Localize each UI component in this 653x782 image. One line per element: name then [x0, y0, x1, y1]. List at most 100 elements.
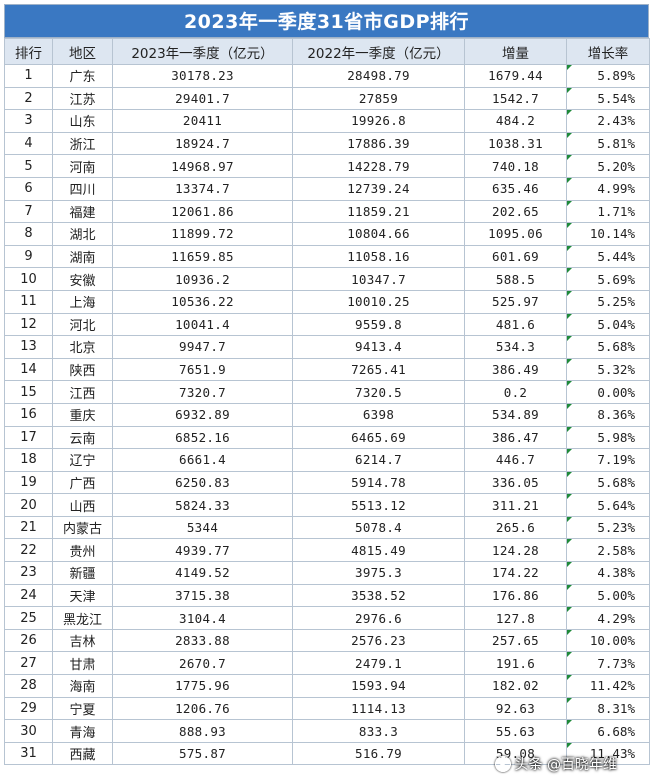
cell-rank: 8 — [4, 222, 53, 246]
cell-rank: 9 — [4, 244, 53, 269]
table-row: 17 云南 6852.16 6465.69 386.47 5.98% — [4, 425, 650, 450]
cell-rank: 19 — [4, 470, 53, 495]
table-row: 4 浙江 18924.7 17886.39 1038.31 5.81% — [4, 131, 650, 156]
cell-increase: 311.21 — [464, 493, 567, 517]
cell-region: 福建 — [52, 199, 113, 224]
cell-gdp-2022: 6398 — [292, 402, 465, 427]
cell-region: 湖北 — [52, 222, 113, 246]
cell-increase: 336.05 — [464, 470, 567, 495]
cell-increase: 0.2 — [464, 380, 567, 404]
cell-increase: 534.89 — [464, 402, 567, 427]
cell-gdp-2022: 19926.8 — [292, 109, 465, 133]
cell-growth: 2.58% — [566, 538, 650, 563]
table-row: 25 黑龙江 3104.4 2976.6 127.8 4.29% — [4, 606, 650, 630]
cell-region: 上海 — [52, 289, 113, 314]
cell-gdp-2022: 17886.39 — [292, 131, 465, 156]
table-body: 1 广东 30178.23 28498.79 1679.44 5.89% 2 江苏 29401.… — [4, 64, 650, 766]
cell-gdp-2023: 11899.72 — [112, 222, 293, 246]
watermark: 头条 @百晓年维 — [494, 754, 617, 774]
cell-increase: 525.97 — [464, 289, 567, 314]
cell-growth: 5.44% — [566, 244, 650, 269]
cell-region: 天津 — [52, 583, 113, 608]
cell-rank: 18 — [4, 448, 53, 472]
gdp-ranking-table: 排行 地区 2023年一季度（亿元） 2022年一季度（亿元） 增量 增长率 1… — [4, 38, 650, 766]
table-row: 23 新疆 4149.52 3975.3 174.22 4.38% — [4, 561, 650, 585]
cell-region: 贵州 — [52, 538, 113, 563]
cell-gdp-2023: 3715.38 — [112, 583, 293, 608]
cell-gdp-2023: 29401.7 — [112, 86, 293, 111]
cell-region: 云南 — [52, 425, 113, 450]
cell-gdp-2022: 2576.23 — [292, 628, 465, 653]
cell-rank: 25 — [4, 606, 53, 630]
cell-gdp-2023: 14968.97 — [112, 154, 293, 178]
table-row: 20 山西 5824.33 5513.12 311.21 5.64% — [4, 493, 650, 517]
cell-rank: 15 — [4, 380, 53, 404]
cell-gdp-2022: 1114.13 — [292, 696, 465, 721]
cell-region: 内蒙古 — [52, 515, 113, 540]
cell-increase: 182.02 — [464, 674, 567, 698]
cell-rank: 10 — [4, 267, 53, 291]
cell-gdp-2022: 11859.21 — [292, 199, 465, 224]
cell-rank: 3 — [4, 109, 53, 133]
cell-increase: 446.7 — [464, 448, 567, 472]
cell-increase: 484.2 — [464, 109, 567, 133]
cell-gdp-2022: 2976.6 — [292, 606, 465, 630]
cell-gdp-2023: 2670.7 — [112, 651, 293, 676]
cell-increase: 386.47 — [464, 425, 567, 450]
cell-rank: 30 — [4, 719, 53, 743]
cell-gdp-2022: 7265.41 — [292, 357, 465, 382]
cell-rank: 14 — [4, 357, 53, 382]
cell-gdp-2022: 27859 — [292, 86, 465, 111]
cell-growth: 7.73% — [566, 651, 650, 676]
cell-growth: 0.00% — [566, 380, 650, 404]
cell-region: 浙江 — [52, 131, 113, 156]
cell-growth: 10.00% — [566, 628, 650, 653]
cell-gdp-2022: 7320.5 — [292, 380, 465, 404]
cell-gdp-2023: 6661.4 — [112, 448, 293, 472]
header-row: 排行 地区 2023年一季度（亿元） 2022年一季度（亿元） 增量 增长率 — [4, 38, 650, 65]
cell-growth: 5.20% — [566, 154, 650, 178]
table-row: 14 陕西 7651.9 7265.41 386.49 5.32% — [4, 357, 650, 382]
cell-increase: 202.65 — [464, 199, 567, 224]
cell-increase: 55.63 — [464, 719, 567, 743]
cell-growth: 5.98% — [566, 425, 650, 450]
cell-region: 广东 — [52, 64, 113, 88]
cell-increase: 1095.06 — [464, 222, 567, 246]
cell-increase: 1038.31 — [464, 131, 567, 156]
cell-rank: 5 — [4, 154, 53, 178]
cell-growth: 5.68% — [566, 335, 650, 359]
table-row: 9 湖南 11659.85 11058.16 601.69 5.44% — [4, 244, 650, 269]
cell-growth: 8.36% — [566, 402, 650, 427]
cell-gdp-2023: 10536.22 — [112, 289, 293, 314]
cell-rank: 20 — [4, 493, 53, 517]
cell-rank: 1 — [4, 64, 53, 88]
cell-gdp-2023: 3104.4 — [112, 606, 293, 630]
table-row: 7 福建 12061.86 11859.21 202.65 1.71% — [4, 199, 650, 224]
cell-increase: 176.86 — [464, 583, 567, 608]
cell-growth: 4.99% — [566, 176, 650, 201]
cell-increase: 257.65 — [464, 628, 567, 653]
cell-region: 海南 — [52, 674, 113, 698]
cell-gdp-2023: 30178.23 — [112, 64, 293, 88]
cell-rank: 6 — [4, 176, 53, 201]
cell-gdp-2023: 888.93 — [112, 719, 293, 743]
cell-rank: 4 — [4, 131, 53, 156]
cell-region: 陕西 — [52, 357, 113, 382]
cell-gdp-2022: 3975.3 — [292, 561, 465, 585]
cell-gdp-2023: 7651.9 — [112, 357, 293, 382]
cell-region: 北京 — [52, 335, 113, 359]
cell-gdp-2022: 5078.4 — [292, 515, 465, 540]
table-row: 27 甘肃 2670.7 2479.1 191.6 7.73% — [4, 651, 650, 676]
table-row: 28 海南 1775.96 1593.94 182.02 11.42% — [4, 674, 650, 698]
cell-gdp-2022: 10010.25 — [292, 289, 465, 314]
cell-region: 山西 — [52, 493, 113, 517]
table-row: 5 河南 14968.97 14228.79 740.18 5.20% — [4, 154, 650, 178]
cell-gdp-2023: 7320.7 — [112, 380, 293, 404]
cell-region: 山东 — [52, 109, 113, 133]
cell-increase: 601.69 — [464, 244, 567, 269]
table-row: 6 四川 13374.7 12739.24 635.46 4.99% — [4, 176, 650, 201]
cell-increase: 174.22 — [464, 561, 567, 585]
table-row: 10 安徽 10936.2 10347.7 588.5 5.69% — [4, 267, 650, 291]
table-row: 18 辽宁 6661.4 6214.7 446.7 7.19% — [4, 448, 650, 472]
table-row: 30 青海 888.93 833.3 55.63 6.68% — [4, 719, 650, 743]
